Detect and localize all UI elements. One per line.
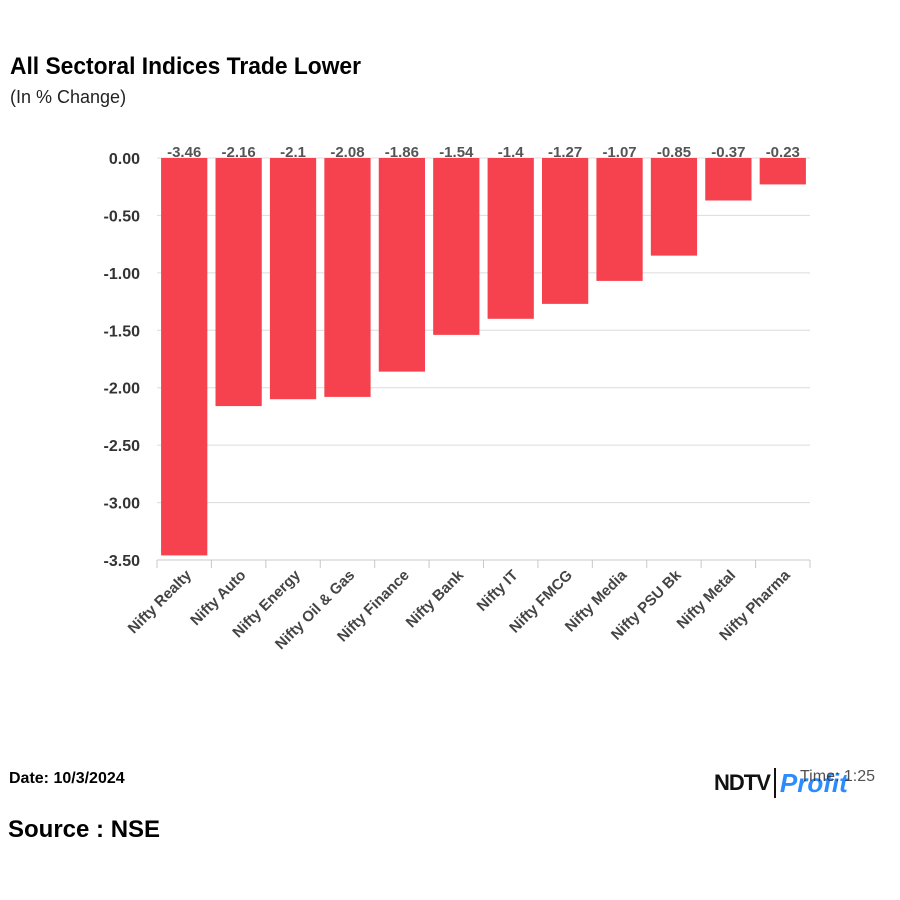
bar-chart: 0.00 -0.50 -1.00 -1.50 -2.00 -2.50 -3.00 -3.50 -…: [104, 144, 811, 653]
bar: [487, 158, 534, 319]
ndtv-profit-logo: NDTV Profit: [714, 766, 848, 800]
bar: [324, 158, 371, 397]
bar: [705, 158, 752, 201]
data-label: -0.23: [766, 144, 800, 161]
bar: [269, 158, 317, 400]
data-label: -2.16: [222, 144, 256, 161]
y-tick-label: -3.00: [104, 496, 141, 513]
data-label: -2.1: [280, 144, 306, 161]
data-label: -1.86: [385, 144, 419, 161]
logo-separator: [773, 768, 776, 798]
data-label: -3.46: [167, 144, 201, 161]
y-tick-label: -3.50: [104, 553, 141, 570]
y-tick-label: -2.50: [104, 438, 141, 455]
bar: [650, 158, 698, 256]
time-label: Time: 1:25: [800, 768, 875, 785]
bar: [541, 158, 589, 304]
data-label: -1.07: [602, 144, 636, 161]
data-label: -1.4: [498, 144, 525, 161]
x-tick-label: Nifty Bank: [403, 566, 468, 631]
bar: [433, 158, 480, 335]
bar: [759, 158, 806, 185]
chart-subtitle: (In % Change): [10, 87, 127, 107]
x-tick-label: Nifty IT: [474, 567, 522, 615]
data-label: -0.85: [657, 144, 691, 161]
y-tick-label: -0.50: [104, 208, 141, 225]
y-tick-label: -2.00: [104, 381, 141, 398]
date-label: Date: 10/3/2024: [9, 770, 125, 787]
logo-profit-text: Profit: [779, 767, 848, 798]
source-label: Source : NSE: [8, 816, 161, 843]
chart-title: All Sectoral Indices Trade Lower: [10, 53, 361, 80]
bar: [161, 158, 208, 556]
y-tick-label: 0.00: [109, 151, 140, 168]
bar: [215, 158, 262, 407]
logo-ndtv-text: NDTV: [714, 770, 771, 795]
data-label: -0.37: [711, 144, 745, 161]
bar: [596, 158, 643, 281]
y-tick-label: -1.00: [104, 266, 141, 283]
y-tick-label: -1.50: [104, 323, 141, 340]
data-label: -1.54: [439, 144, 474, 161]
data-label: -1.27: [548, 144, 582, 161]
data-label: -2.08: [330, 144, 364, 161]
bar: [378, 158, 426, 372]
x-tick-label: Nifty Realty: [125, 566, 196, 637]
